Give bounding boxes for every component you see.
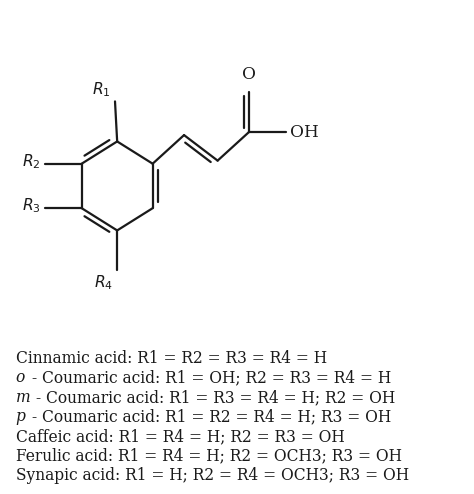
Text: Caffeic acid: R1 = R4 = H; R2 = R3 = OH: Caffeic acid: R1 = R4 = H; R2 = R3 = OH	[16, 428, 345, 445]
Text: Synapic acid: R1 = H; R2 = R4 = OCH3; R3 = OH: Synapic acid: R1 = H; R2 = R4 = OCH3; R3…	[16, 467, 409, 484]
Text: - Coumaric acid: R1 = OH; R2 = R3 = R4 = H: - Coumaric acid: R1 = OH; R2 = R3 = R4 =…	[32, 370, 392, 386]
Text: $R_3$: $R_3$	[22, 197, 40, 215]
Text: O: O	[242, 66, 256, 83]
Text: o: o	[16, 370, 25, 386]
Text: - Coumaric acid: R1 = R3 = R4 = H; R2 = OH: - Coumaric acid: R1 = R3 = R4 = H; R2 = …	[36, 389, 396, 406]
Text: m: m	[16, 389, 30, 406]
Text: Cinnamic acid: R1 = R2 = R3 = R4 = H: Cinnamic acid: R1 = R2 = R3 = R4 = H	[16, 350, 327, 367]
Text: - Coumaric acid: R1 = R2 = R4 = H; R3 = OH: - Coumaric acid: R1 = R2 = R4 = H; R3 = …	[32, 409, 392, 425]
Text: $R_4$: $R_4$	[94, 273, 113, 291]
Text: OH: OH	[290, 124, 319, 140]
Text: $R_1$: $R_1$	[92, 80, 111, 99]
Text: Ferulic acid: R1 = R4 = H; R2 = OCH3; R3 = OH: Ferulic acid: R1 = R4 = H; R2 = OCH3; R3…	[16, 448, 402, 464]
Text: p: p	[16, 409, 26, 425]
Text: $R_2$: $R_2$	[22, 152, 40, 170]
